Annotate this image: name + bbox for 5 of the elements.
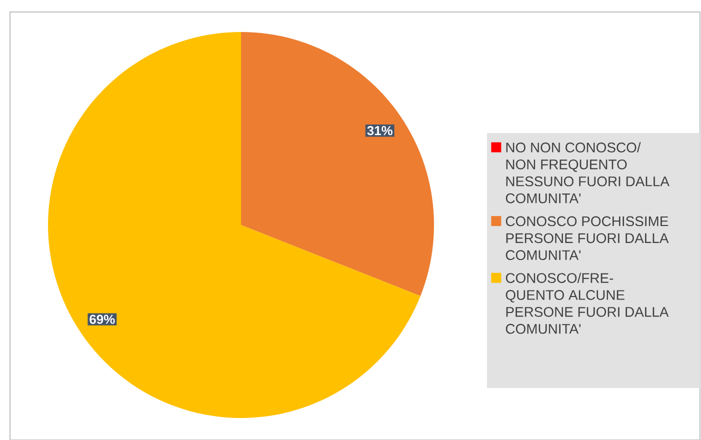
legend-label: CONOSCO/FRE-QUENTO ALCUNE PERSONE FUORI DALLA COMUNITA' xyxy=(506,272,669,334)
data-label: 69% xyxy=(90,314,115,324)
legend-label: CONOSCO POCHISSIME PERSONE FUORI DALLA COMUNITA' xyxy=(506,216,669,260)
data-label: 31% xyxy=(367,126,392,135)
legend-label: NO NON CONOSCO/ NON FREQUENTO NESSUNO FUORI DALLA COMUNITA' xyxy=(506,142,670,204)
